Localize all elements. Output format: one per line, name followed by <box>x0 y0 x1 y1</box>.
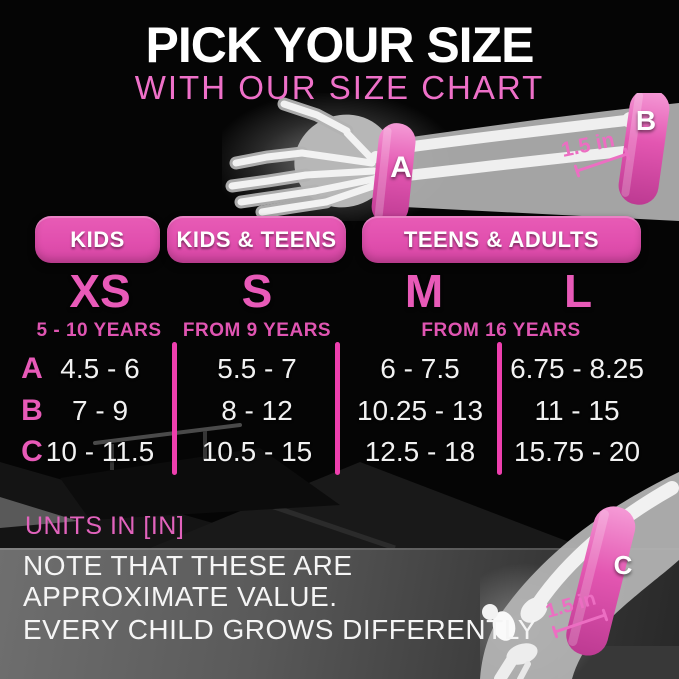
forearm-band-b <box>618 93 670 205</box>
cell-b-xs: 7 - 9 <box>71 395 129 426</box>
cell-a-s: 5.5 - 7 <box>217 353 297 384</box>
row-label-b: B <box>21 394 43 427</box>
row-label-a: A <box>21 352 43 385</box>
cell-a-m: 6 - 7.5 <box>380 353 460 384</box>
table-row-a: A 4.5 - 6 5.5 - 7 6 - 7.5 6.75 - 8.25 <box>0 349 679 389</box>
age-label-s: FROM 9 YEARS <box>182 320 332 341</box>
cell-c-m: 12.5 - 18 <box>364 436 476 467</box>
units-note: UNITS IN [IN] <box>25 512 185 540</box>
column-divider <box>497 342 502 475</box>
ramp-highlight <box>0 497 78 528</box>
ramp-deck-shadow <box>60 448 340 520</box>
age-label-m-l: FROM 16 YEARS <box>421 320 581 341</box>
age-label-xs: 5 - 10 YEARS <box>36 320 162 341</box>
page-title: PICK YOUR SIZE <box>145 17 535 73</box>
group-button-kids-teens: KIDS & TEENS <box>167 216 346 263</box>
size-header-xs: XS <box>69 265 131 317</box>
tibia-bone <box>494 654 518 679</box>
group-button-teens-adults-label: TEENS & ADULTS <box>403 226 600 252</box>
cell-c-xs: 10 - 11.5 <box>45 436 155 467</box>
ramp-shape <box>150 462 585 548</box>
size-header-s: S <box>241 265 273 317</box>
column-divider <box>335 342 340 475</box>
page-subtitle: WITH OUR SIZE CHART <box>134 69 545 106</box>
arm-measure-line <box>573 147 631 178</box>
note-line-1: NOTE THAT THESE ARE <box>23 550 353 581</box>
fibula-bone <box>517 661 531 679</box>
grind-rail <box>93 423 242 445</box>
group-button-kids: KIDS <box>35 216 160 263</box>
cell-b-l: 11 - 15 <box>534 395 620 426</box>
table-row-c: C 10 - 11.5 10.5 - 15 12.5 - 18 15.75 - … <box>0 432 679 472</box>
group-button-kids-teens-label: KIDS & TEENS <box>176 226 337 252</box>
wrist-band-a <box>371 123 416 221</box>
cell-c-l: 15.75 - 20 <box>513 436 641 467</box>
knee-band-c <box>566 506 636 656</box>
table-row-b: B 7 - 9 8 - 12 10.25 - 13 11 - 15 <box>0 391 679 431</box>
cell-a-l: 6.75 - 8.25 <box>510 353 644 384</box>
forearm-band-b-label: B <box>636 105 656 136</box>
note-line-3: EVERY CHILD GROWS DIFFERENTLY <box>23 614 537 645</box>
note-line-2: APPROXIMATE VALUE. <box>23 581 338 612</box>
group-button-teens-adults: TEENS & ADULTS <box>362 216 641 263</box>
cell-c-s: 10.5 - 15 <box>201 436 313 467</box>
cell-b-m: 10.25 - 13 <box>356 395 484 426</box>
arm-xray-diagram: A B 1.5 in <box>222 93 679 221</box>
cell-a-xs: 4.5 - 6 <box>60 353 140 384</box>
knee-measure-line <box>551 608 609 639</box>
size-header-m: M <box>404 265 444 317</box>
wrist-band-a-label: A <box>390 151 412 184</box>
knee-band-c-label: C <box>614 550 633 580</box>
group-button-kids-label: KIDS <box>70 226 125 252</box>
column-divider <box>172 342 177 475</box>
forearm-bones <box>388 114 646 183</box>
cell-b-s: 8 - 12 <box>221 395 293 426</box>
knee-xray-diagram: C 1.5 in <box>480 472 679 679</box>
size-header-l: L <box>563 265 593 317</box>
row-label-c: C <box>21 435 43 468</box>
rail-posts <box>110 431 207 470</box>
hand-bones <box>228 100 380 216</box>
